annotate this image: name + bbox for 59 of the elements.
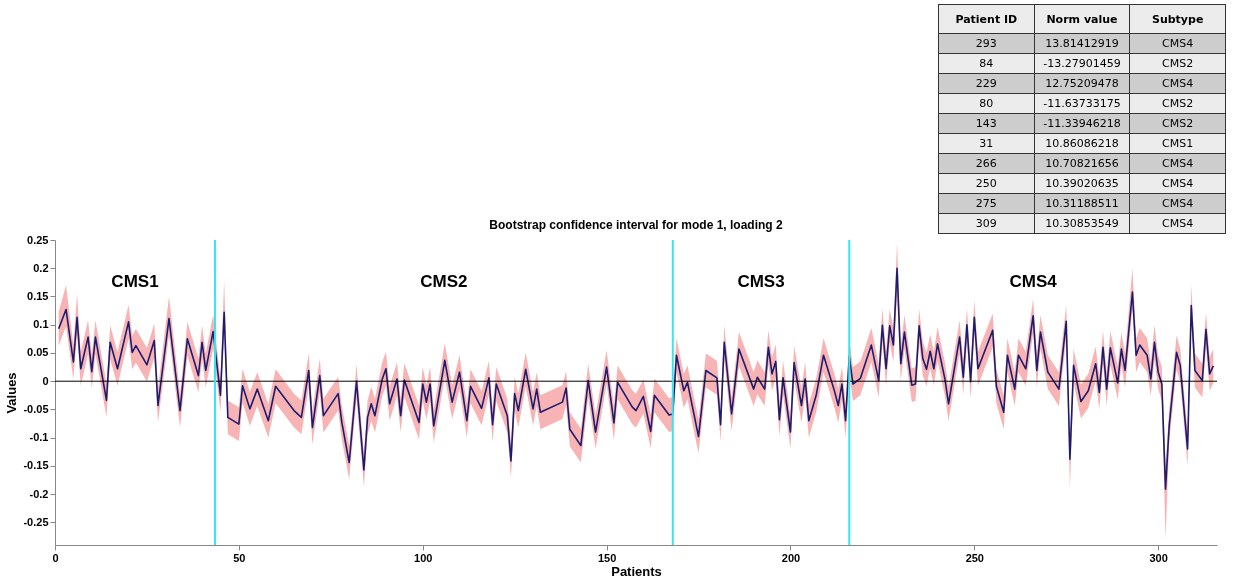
x-tick-label: 50	[233, 551, 246, 564]
category-label: Norm value	[1034, 4, 1130, 34]
text: CMS1	[1162, 137, 1194, 150]
x-axis-title: Patients	[611, 563, 662, 579]
text: CMS4	[1162, 177, 1194, 190]
text: 31	[979, 137, 994, 150]
x-tick-label: 150	[597, 551, 617, 564]
y-tick-label: -0.25	[23, 515, 49, 528]
y-tick-label: 0	[42, 374, 49, 387]
y-tick-label: -0.05	[23, 402, 49, 415]
y-tick-label: 0.1	[33, 318, 49, 331]
text: -11.33946218	[1043, 117, 1121, 130]
text: CMS4	[1162, 37, 1194, 50]
x-tick-label: 200	[781, 551, 801, 564]
text: 80	[979, 97, 994, 110]
annotation: CMS4	[1009, 272, 1058, 291]
text: 10.39020635	[1045, 177, 1119, 190]
y-tick-label: 0.25	[27, 233, 49, 246]
text: CMS4	[1162, 157, 1194, 170]
text: -11.63733175	[1043, 97, 1121, 110]
line-series	[57, 267, 1215, 490]
text: 250	[975, 177, 997, 190]
x-tick-label: 100	[414, 551, 433, 564]
annotation: CMS1	[111, 272, 159, 291]
text: -13.27901459	[1043, 57, 1121, 70]
text: 143	[975, 117, 997, 130]
text: CMS4	[1162, 77, 1194, 90]
annotation: CMS2	[420, 272, 468, 291]
text: CMS2	[1162, 57, 1194, 70]
y-tick-label: 0.15	[27, 289, 49, 302]
text: 266	[975, 157, 997, 170]
x-tick-label: 300	[1149, 551, 1168, 564]
text: 10.30853549	[1045, 217, 1119, 230]
text: CMS2	[1162, 97, 1194, 110]
text: CMS2	[1162, 117, 1194, 130]
x-tick-label: 250	[965, 551, 984, 564]
text: 10.70821656	[1045, 157, 1119, 170]
y-tick-label: -0.1	[29, 431, 49, 444]
text: 84	[979, 57, 994, 70]
x-tick-label: 0	[52, 551, 59, 564]
text: 275	[975, 197, 997, 210]
text: 229	[975, 77, 997, 90]
y-tick-label: 0.05	[27, 346, 49, 359]
y-tick-label: 0.2	[33, 261, 49, 274]
text: 293	[975, 37, 997, 50]
annotation: CMS3	[737, 272, 785, 291]
text: 10.31188511	[1045, 197, 1119, 210]
text: CMS4	[1162, 197, 1194, 210]
category-label: Subtype	[1129, 4, 1226, 34]
y-axis-title: Values	[4, 372, 20, 414]
text: CMS4	[1162, 217, 1194, 230]
text: 13.81412919	[1045, 37, 1119, 50]
text: 12.75209478	[1045, 77, 1119, 90]
chart-title: Bootstrap confidence interval for mode 1, loading 2	[489, 218, 784, 232]
y-tick-label: -0.2	[29, 487, 49, 500]
y-tick-label: -0.15	[23, 459, 49, 472]
text: 10.86086218	[1045, 137, 1119, 150]
category-label: Patient ID	[938, 4, 1035, 34]
text: 309	[975, 217, 997, 230]
